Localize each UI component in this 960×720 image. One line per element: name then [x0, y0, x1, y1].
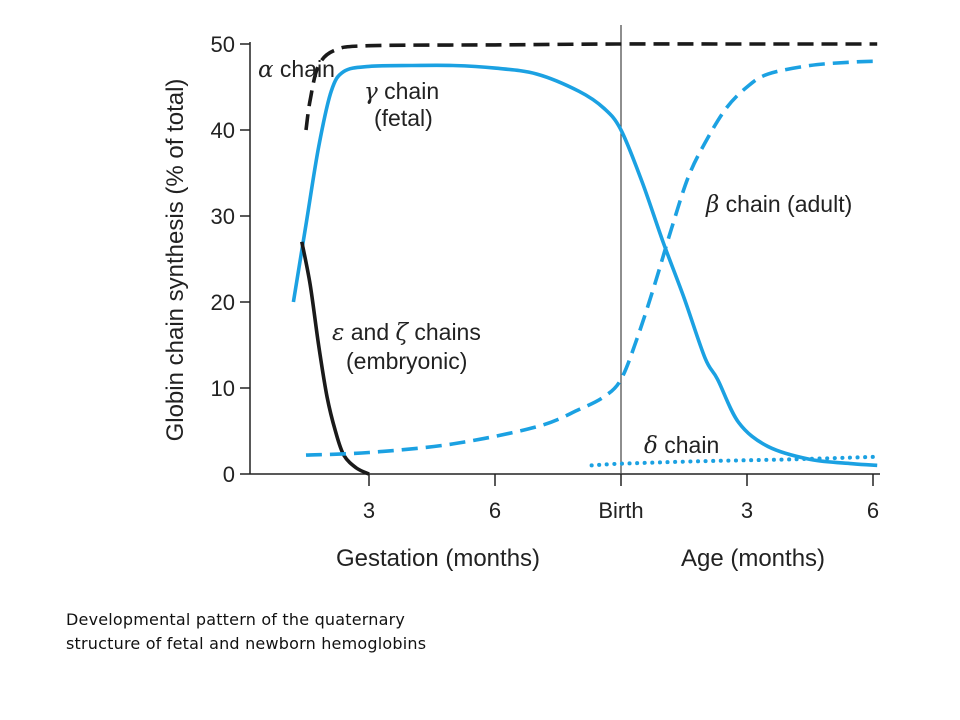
annotation-alpha-chain: α chain: [258, 56, 335, 83]
y-tick-label: 10: [211, 376, 235, 401]
figure-caption: Developmental pattern of the quaternary …: [66, 608, 586, 656]
y-tick-label: 40: [211, 118, 235, 143]
y-tick-label: 0: [223, 462, 235, 487]
caption-line-2: structure of fetal and newborn hemoglobi…: [66, 634, 427, 653]
y-tick-label: 20: [211, 290, 235, 315]
y-ticks: 0 10 20 30 40 50: [211, 32, 250, 487]
y-tick-label: 50: [211, 32, 235, 57]
series-gamma-chain: [291, 63, 878, 468]
x-tick-label: Birth: [598, 498, 643, 523]
series-beta-chain: [305, 59, 878, 457]
x-tick-label: 3: [363, 498, 375, 523]
x-axis-title-age: Age (months): [681, 545, 825, 572]
y-tick-label: 30: [211, 204, 235, 229]
y-axis-title: Globin chain synthesis (% of total): [162, 79, 189, 442]
x-axis-title-gestation: Gestation (months): [336, 545, 540, 572]
annotation-gamma-chain: γ chain: [364, 78, 439, 105]
annotation-beta-chain: β chain (adult): [705, 191, 852, 218]
annotation-gamma-fetal: (fetal): [374, 105, 433, 131]
annotation-delta-chain: δ chain: [644, 432, 719, 459]
x-ticks: 3 6 Birth 3 6: [363, 474, 879, 523]
series-delta-chain: [589, 454, 880, 468]
x-tick-label: 6: [867, 498, 879, 523]
annotation-embryonic: (embryonic): [346, 348, 467, 374]
series-layer: [291, 42, 880, 476]
series-alpha-chain: [304, 42, 878, 131]
caption-line-1: Developmental pattern of the quaternary: [66, 610, 406, 629]
x-tick-label: 6: [489, 498, 501, 523]
x-tick-label: 3: [741, 498, 753, 523]
series-epsilon-zeta-chains: [300, 241, 370, 476]
annotation-epsilon-zeta-chains: ε and ζ chains: [332, 319, 481, 346]
